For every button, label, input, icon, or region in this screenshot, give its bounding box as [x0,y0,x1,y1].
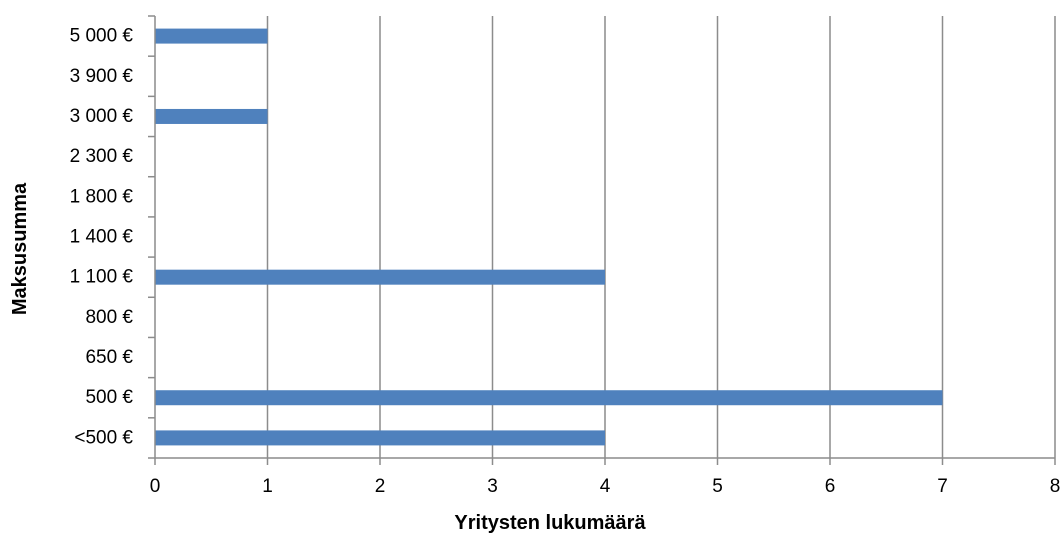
bar [155,269,605,285]
x-tick-label: 8 [1050,476,1061,497]
bar [155,28,268,44]
x-tick-label: 7 [937,476,948,497]
y-tick-label: 500 € [85,387,133,408]
bars [155,28,943,446]
x-tick-label: 0 [150,476,161,497]
bar [155,390,943,406]
y-tick-label: 2 300 € [70,146,134,167]
bar [155,430,605,446]
grid-lines [266,16,1056,458]
y-tick-label: 5 000 € [70,26,134,47]
y-tick-label: 3 000 € [70,106,134,127]
x-axis-title: Yritysten lukumäärä [454,512,646,534]
y-axis-title: Maksusumma [9,182,31,315]
x-tick-label: 1 [262,476,273,497]
x-tick-labels: 0 1 2 3 4 5 6 7 8 [150,458,1061,497]
x-tick-label: 6 [825,476,836,497]
y-tick-label: 1 800 € [70,186,134,207]
x-tick-label: 3 [487,476,498,497]
y-tick-label: 1 400 € [70,227,134,248]
y-tick-labels: <500 € 500 € 650 € 800 € 1 100 € 1 400 € 1 800… [70,15,155,459]
x-tick-label: 4 [600,476,611,497]
y-tick-label: 1 100 € [70,267,134,288]
y-tick-label: <500 € [74,427,133,448]
y-tick-label: 3 900 € [70,66,134,87]
x-tick-label: 2 [375,476,386,497]
bar [155,108,268,124]
y-tick-label: 650 € [85,347,133,368]
y-tick-label: 800 € [85,307,133,328]
x-tick-label: 5 [712,476,723,497]
